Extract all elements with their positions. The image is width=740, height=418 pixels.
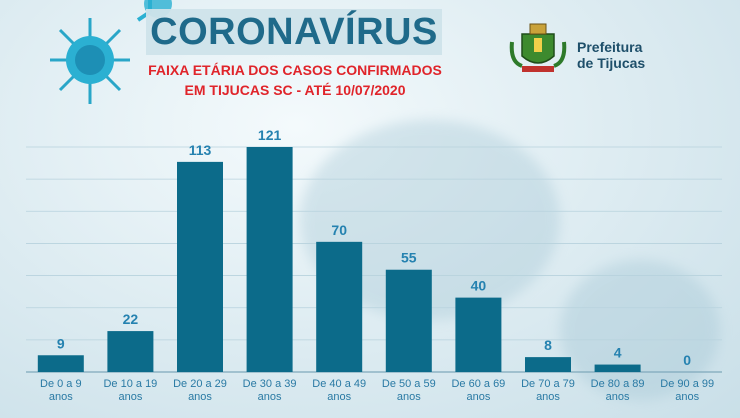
data-label: 113 [189, 142, 212, 158]
x-tick-label: anos [397, 391, 421, 403]
x-tick-label: anos [118, 391, 142, 403]
bar [37, 355, 84, 372]
data-label: 4 [614, 345, 622, 361]
x-tick-label: De 70 a 79 [521, 378, 575, 390]
bar [594, 364, 641, 372]
x-tick-label: De 40 a 49 [312, 378, 366, 390]
prefeitura-logo-text: Prefeitura de Tijucas [577, 39, 645, 71]
x-tick-label: De 80 a 89 [591, 378, 645, 390]
bar [177, 161, 223, 372]
chart-subtitle: FAIXA ETÁRIA DOS CASOS CONFIRMADOS EM TI… [120, 60, 470, 100]
x-tick-label: De 20 a 29 [173, 378, 227, 390]
bar [246, 147, 293, 372]
data-label: 22 [123, 311, 139, 327]
x-tick-label: anos [536, 391, 560, 403]
x-tick-label: anos [49, 391, 73, 403]
data-label: 0 [683, 352, 691, 368]
x-tick-label: anos [466, 391, 490, 403]
logo-line-2: de Tijucas [577, 55, 646, 71]
coat-of-arms-icon [509, 23, 567, 72]
x-tick-label: anos [675, 391, 699, 403]
bar [455, 297, 502, 372]
x-tick-label: De 60 a 69 [451, 378, 505, 390]
x-tick-label: anos [606, 391, 630, 403]
subtitle-line-1: FAIXA ETÁRIA DOS CASOS CONFIRMADOS [148, 62, 442, 78]
x-tick-label: De 90 a 99 [660, 378, 714, 390]
x-tick-label: anos [188, 391, 212, 403]
data-label: 40 [471, 278, 487, 294]
x-tick-label: De 30 a 39 [243, 378, 297, 390]
bar [525, 357, 571, 372]
data-label: 8 [544, 337, 552, 353]
x-tick-label: anos [327, 391, 351, 403]
page-title: CORONAVÍRUS [150, 11, 438, 53]
data-label: 55 [401, 250, 417, 266]
x-tick-label: De 0 a 9 [40, 378, 82, 390]
logo-line-1: Prefeitura [577, 39, 643, 55]
x-tick-label: anos [258, 391, 282, 403]
bar [316, 241, 363, 372]
subtitle-line-2: EM TIJUCAS SC - ATÉ 10/07/2020 [184, 82, 406, 98]
data-label: 121 [258, 127, 282, 143]
bar [385, 269, 432, 372]
bar [107, 331, 154, 372]
data-label: 70 [331, 222, 347, 238]
x-tick-label: De 50 a 59 [382, 378, 436, 390]
data-label: 9 [57, 335, 65, 351]
x-tick-label: De 10 a 19 [103, 378, 157, 390]
title-background [146, 9, 442, 55]
